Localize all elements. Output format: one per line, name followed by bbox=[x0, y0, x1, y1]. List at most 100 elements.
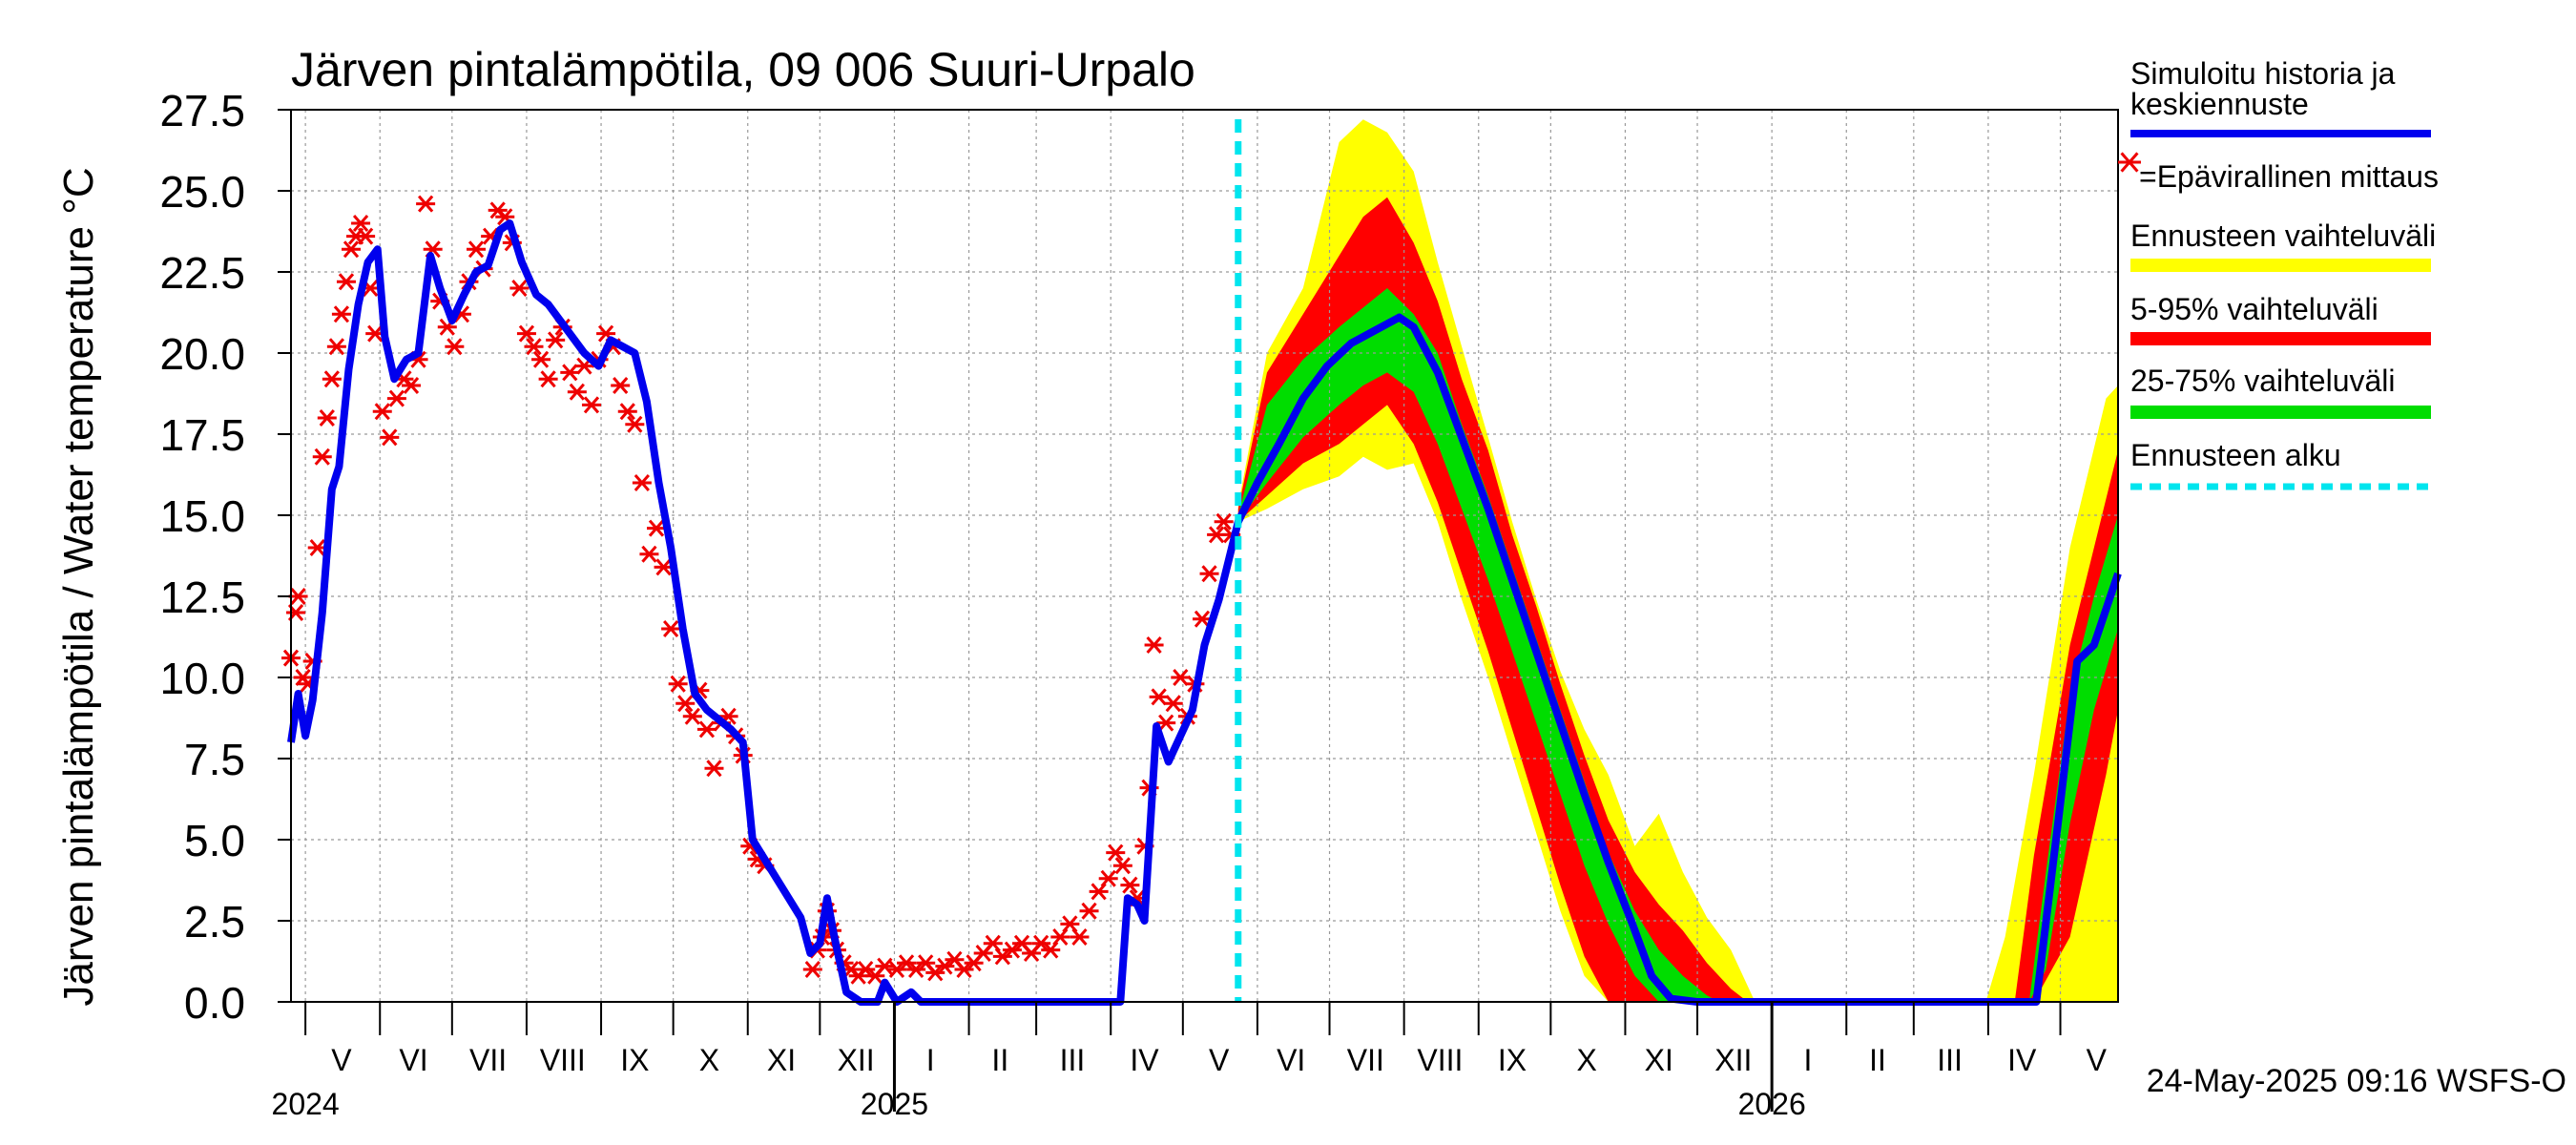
legend-label-simulated-cont: keskiennuste bbox=[2130, 87, 2309, 121]
measurement-point bbox=[625, 415, 645, 433]
x-month-label: IX bbox=[620, 1043, 649, 1077]
legend-label-measurement: =Epävirallinen mittaus bbox=[2139, 159, 2439, 194]
measurement-point bbox=[312, 448, 332, 466]
measurement-point bbox=[445, 338, 465, 356]
legend-label-forecast-range: Ennusteen vaihteluväli bbox=[2130, 219, 2436, 253]
measurement-point bbox=[546, 331, 566, 349]
measurement-point bbox=[341, 240, 361, 259]
y-tick-label: 15.0 bbox=[159, 491, 245, 541]
measurement-point bbox=[516, 324, 536, 343]
x-month-label: VIII bbox=[540, 1043, 586, 1077]
x-month-label: II bbox=[991, 1043, 1008, 1077]
measurement-point bbox=[696, 720, 717, 739]
measurement-point bbox=[531, 350, 551, 368]
band-25-75 bbox=[1237, 288, 2118, 1002]
x-month-label: IX bbox=[1498, 1043, 1527, 1077]
measurement-point bbox=[1163, 695, 1183, 713]
measurement-point bbox=[704, 760, 724, 778]
x-month-label: VII bbox=[469, 1043, 507, 1077]
legend-label-forecast-start: Ennusteen alku bbox=[2130, 438, 2341, 472]
x-month-label: V bbox=[1209, 1043, 1230, 1077]
x-month-label: I bbox=[1804, 1043, 1813, 1077]
measurement-point bbox=[560, 364, 580, 382]
x-year-label: 2025 bbox=[861, 1087, 928, 1121]
x-month-label: XII bbox=[838, 1043, 875, 1077]
legend-label-simulated: Simuloitu historia ja bbox=[2130, 56, 2396, 91]
y-tick-label: 0.0 bbox=[184, 978, 245, 1028]
measurement-point bbox=[668, 675, 688, 693]
series-line-simulated bbox=[287, 219, 2122, 1006]
measurement-point bbox=[675, 695, 696, 713]
measurement-point bbox=[1079, 902, 1099, 920]
forecast-bands bbox=[1237, 119, 2118, 1003]
measurement-point bbox=[647, 519, 666, 537]
timestamp: 24-May-2025 09:16 WSFS-O bbox=[2147, 1063, 2566, 1099]
chart-title: Järven pintalämpötila, 09 006 Suuri-Urpa… bbox=[291, 43, 1195, 96]
x-month-label: VI bbox=[399, 1043, 427, 1077]
measurement-point bbox=[1199, 565, 1219, 583]
y-tick-label: 5.0 bbox=[184, 816, 245, 865]
measurement-point bbox=[351, 215, 371, 232]
measurement-point bbox=[1112, 857, 1132, 875]
measurement-point bbox=[538, 370, 558, 388]
measurement-point bbox=[386, 389, 406, 407]
measurement-point bbox=[380, 428, 400, 447]
measurement-point bbox=[401, 377, 421, 394]
legend-swatch-measurement bbox=[2118, 152, 2141, 173]
measurement-point bbox=[1098, 869, 1118, 887]
measurement-point bbox=[1156, 714, 1176, 732]
y-tick-label: 10.0 bbox=[159, 654, 245, 703]
y-tick-label: 2.5 bbox=[184, 897, 245, 947]
measurement-point bbox=[682, 707, 702, 725]
measurement-point bbox=[372, 403, 392, 421]
x-month-label: VII bbox=[1347, 1043, 1384, 1077]
x-month-label: XII bbox=[1714, 1043, 1752, 1077]
x-month-label: IV bbox=[2007, 1043, 2037, 1077]
measurement-point bbox=[326, 338, 346, 356]
x-month-label: VI bbox=[1277, 1043, 1305, 1077]
y-tick-label: 27.5 bbox=[159, 86, 245, 135]
legend-label-5-95: 5-95% vaihteluväli bbox=[2130, 292, 2379, 326]
measurement-point bbox=[632, 474, 652, 491]
band-5-95 bbox=[1237, 197, 2118, 1003]
measurement-point bbox=[1149, 688, 1169, 706]
x-month-label: VIII bbox=[1417, 1043, 1463, 1077]
x-month-label: X bbox=[1576, 1043, 1596, 1077]
measurement-point bbox=[1070, 928, 1090, 946]
measurement-point bbox=[524, 338, 544, 356]
measurement-point bbox=[875, 957, 895, 975]
measurement-point bbox=[1106, 843, 1126, 862]
y-tick-label: 7.5 bbox=[184, 735, 245, 784]
measurement-point bbox=[322, 370, 342, 388]
x-month-label: I bbox=[926, 1043, 935, 1077]
legend-label-25-75: 25-75% vaihteluväli bbox=[2130, 364, 2396, 398]
measurement-point bbox=[581, 396, 601, 414]
x-month-label: XI bbox=[767, 1043, 796, 1077]
x-month-label: IV bbox=[1130, 1043, 1159, 1077]
measurement-point bbox=[336, 273, 356, 291]
measurement-point bbox=[617, 403, 637, 421]
y-tick-label: 22.5 bbox=[159, 248, 245, 298]
x-month-label: III bbox=[1937, 1043, 1963, 1077]
measurement-point bbox=[509, 280, 530, 297]
x-year-label: 2026 bbox=[1738, 1087, 1806, 1121]
x-month-label: II bbox=[1869, 1043, 1886, 1077]
measurement-point bbox=[661, 620, 681, 637]
measurement-point bbox=[611, 377, 631, 394]
measurement-point bbox=[1171, 669, 1191, 686]
measurement-point bbox=[467, 240, 487, 259]
series-lines bbox=[287, 219, 2122, 1006]
x-month-label: V bbox=[331, 1043, 352, 1077]
x-month-label: III bbox=[1060, 1043, 1086, 1077]
measurement-point bbox=[1120, 876, 1140, 894]
measurement-point bbox=[1144, 636, 1164, 654]
measurement-point bbox=[639, 545, 659, 563]
measurement-point bbox=[802, 961, 822, 978]
measurement-point bbox=[1192, 610, 1212, 628]
measurement-point bbox=[331, 305, 351, 323]
y-tick-label: 17.5 bbox=[159, 410, 245, 460]
axes: 0.0 2.5 5.0 7.5 10.0 12.5 15.0 17.5 20.0 22.5 25.0… bbox=[159, 86, 2107, 1121]
x-month-label: XI bbox=[1645, 1043, 1673, 1077]
